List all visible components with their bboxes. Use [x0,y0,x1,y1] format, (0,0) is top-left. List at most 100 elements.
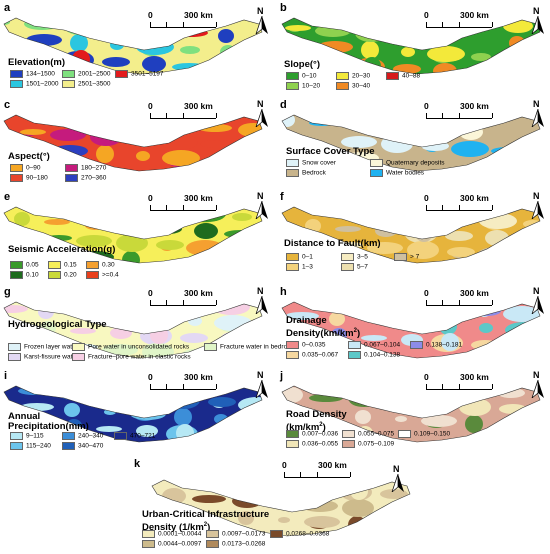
legend-text: 270–360 [81,174,107,182]
legend-swatch [142,540,155,548]
legend: Snow cover Quaternary deposits Bedrock Wate… [286,159,546,183]
panel-title: Hydrogeological Type [8,320,107,330]
scale-km: 300 km [460,10,489,20]
map-g [3,301,263,359]
legend-text: > 7 [410,253,420,261]
legend-swatch [286,169,299,177]
north-label: N [257,6,264,16]
legend-text: >=0.4 [102,271,119,279]
legend-item: 0.0268–0.0368 [270,530,329,539]
title-line1: Aspect(°) [8,151,50,162]
legend-item: 2001–2500 [62,70,111,79]
panel-label: j [280,370,284,382]
scale-zero: 0 [148,372,153,382]
legend-swatch [370,169,383,177]
panel-f: f Distance to Fault(km) 0–1 3–5 > 7 1–3 5–7 0 30… [276,189,550,284]
legend-swatch [8,343,21,351]
north-arrow-icon: N [252,99,272,127]
legend-item: 0.0097–0.0173 [206,530,265,539]
legend-swatch [48,261,61,269]
legend-text: Fracture water in bedrock [220,343,294,351]
legend-swatch [206,530,219,538]
scale-zero: 0 [282,460,287,470]
legend-item: 0.05 [10,261,39,270]
legend-swatch [286,351,299,359]
panel-c: c Aspect(°) 0–90 180–270 90–180 270–360 0 300 k… [0,97,272,189]
scale-line [426,113,493,119]
map-e [3,206,263,264]
legend-text: 0.138–0.181 [426,341,463,349]
legend-item: 0.067–0.104 [348,341,400,350]
legend-item: 0–1 [286,253,313,262]
legend-item: Bedrock [286,169,326,178]
scale-line [150,205,217,211]
legend-item: 0.0044–0.0097 [142,540,201,549]
legend-item: Snow cover [286,159,336,168]
legend-swatch [286,440,299,448]
legend: 0.007–0.036 0.055–0.075 0.109–0.150 0.036–0… [286,430,546,454]
legend: 0.05 0.15 0.30 0.10 0.20 >=0.4 [10,261,268,285]
legend-text: 9–115 [26,432,44,440]
legend-item: 0.30 [86,261,115,270]
legend-text: 0–1 [302,253,313,261]
legend-text: 2501–3500 [78,80,111,88]
scale-zero: 0 [148,288,153,298]
panel-title: Road Density (km/km2) [286,410,347,433]
legend-text: 90–180 [26,174,48,182]
legend-swatch [10,164,23,172]
legend-item: >=0.4 [86,271,119,280]
scale-line [426,22,493,28]
scale-zero: 0 [148,10,153,20]
legend-item: Fracture water in bedrock [204,343,294,352]
legend-item: 30–40 [336,82,370,91]
panel-title: Urban-Critical Infrastructure Density (1/… [142,510,269,533]
scale-bar: 0 300 km [148,193,228,213]
legend-text: Quaternary deposits [386,159,445,167]
legend-item: Karst-fissure water [8,353,78,362]
legend-item: 1–3 [286,263,313,272]
legend-swatch [10,271,23,279]
title-end: ) [322,422,326,434]
legend-swatch [10,442,23,450]
legend-item: 20–30 [336,72,370,81]
legend-item: 240–340 [62,432,103,441]
legend-item: 0.007–0.036 [286,430,338,439]
legend-text: 20–30 [352,72,371,80]
legend-text: 0.05 [26,261,39,269]
legend-swatch [62,432,75,440]
legend-text: Frozen layer water [24,343,78,351]
legend-swatch [286,253,299,261]
legend-swatch [341,253,354,261]
title-line2: Density(km/km [286,328,354,340]
scale-line [426,205,493,211]
scale-bar: 0 300 km [148,372,228,392]
legend-text: 134–1500 [26,70,55,78]
scale-bar: 0 300 km [282,460,362,480]
legend-item: 0.0001–0.0044 [142,530,201,539]
legend-swatch [286,72,299,80]
legend-text: Bedrock [302,169,326,177]
legend: 0–90 180–270 90–180 270–360 [10,164,268,188]
scale-line [426,384,493,390]
legend-swatch [48,271,61,279]
scale-zero: 0 [424,10,429,20]
legend-swatch [348,351,361,359]
legend-item: 134–1500 [10,70,55,79]
legend-text: 40–88 [402,72,421,80]
legend-text: 0.007–0.036 [302,430,339,438]
legend-text: Water bodies [386,169,425,177]
legend-item: 0.138–0.181 [410,341,462,350]
scale-km: 300 km [184,101,213,111]
panel-d: d Surface Cover Type Snow cover Quaternary … [276,97,550,189]
title-sup: 2 [353,328,357,334]
legend-text: 1–3 [302,263,313,271]
legend-item: 470–721 [114,432,155,441]
legend-swatch [398,430,411,438]
legend-item: 0.035–0.067 [286,351,338,360]
panel-label: c [4,99,11,111]
panel-title: Drainage Density(km/km2) [286,316,360,339]
legend-item: 180–270 [65,164,106,173]
legend-swatch [10,261,23,269]
legend-text: 470–721 [130,432,156,440]
scale-km: 300 km [460,372,489,382]
